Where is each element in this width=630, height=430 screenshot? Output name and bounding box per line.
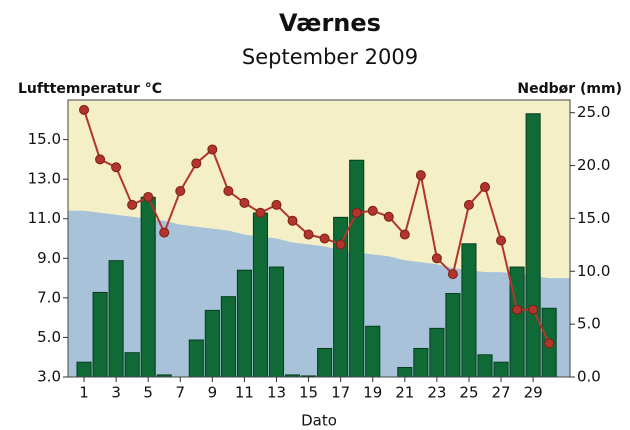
- bar: [124, 352, 140, 378]
- y2-tick-label: 0.0: [577, 368, 601, 386]
- temperature-point: [143, 191, 154, 202]
- temperature-point: [367, 205, 378, 216]
- x-tick-label: 17: [331, 384, 350, 402]
- temperature-point: [95, 154, 106, 165]
- x-tick-label: 29: [524, 384, 543, 402]
- x-tick-label: 7: [175, 384, 185, 402]
- temperature-point: [223, 186, 234, 197]
- temperature-point: [512, 304, 523, 315]
- bar: [204, 309, 220, 378]
- y-tick-label: 11.0: [28, 209, 61, 227]
- temperature-point: [496, 235, 507, 246]
- temperature-point: [239, 197, 250, 208]
- x-tick-label: 11: [235, 384, 254, 402]
- y2-tick-label: 15.0: [577, 209, 610, 227]
- bar: [317, 347, 333, 378]
- plot-frame: [67, 99, 571, 378]
- y2-axis-label: Nedbør (mm): [517, 81, 622, 97]
- bar: [349, 159, 365, 378]
- temperature-point: [319, 233, 330, 244]
- y2-tick-label: 20.0: [577, 156, 610, 174]
- temperature-point: [271, 199, 282, 210]
- temperature-point: [255, 207, 266, 218]
- y2-tick-label: 5.0: [577, 315, 601, 333]
- temperature-point: [303, 229, 314, 240]
- temperature-point: [415, 170, 426, 181]
- chart-title: Værnes: [279, 9, 381, 37]
- bar: [445, 292, 461, 378]
- y-tick-label: 3.0: [37, 368, 61, 386]
- x-tick-label: 1: [79, 384, 89, 402]
- temperature-point: [287, 215, 298, 226]
- bar: [413, 347, 429, 378]
- y-axis-label: Lufttemperatur °C: [18, 81, 162, 97]
- bar: [397, 366, 413, 378]
- bar: [188, 339, 204, 378]
- bar: [76, 361, 92, 378]
- temperature-point: [79, 104, 90, 115]
- y2-tick-label: 25.0: [577, 103, 610, 121]
- temperature-point: [383, 211, 394, 222]
- bar: [429, 327, 445, 378]
- temperature-point: [159, 227, 170, 238]
- x-tick-label: 15: [299, 384, 318, 402]
- bar: [140, 196, 156, 378]
- bar: [525, 113, 541, 378]
- temperature-point: [399, 229, 410, 240]
- temperature-point: [111, 162, 122, 173]
- chart-subtitle: September 2009: [242, 45, 418, 69]
- y2-tick-label: 10.0: [577, 262, 610, 280]
- bar: [509, 266, 525, 378]
- bar: [365, 325, 381, 378]
- x-tick-label: 19: [363, 384, 382, 402]
- x-tick-label: 23: [427, 384, 446, 402]
- x-tick-label: 25: [459, 384, 478, 402]
- y-tick-label: 15.0: [28, 130, 61, 148]
- temperature-point: [127, 199, 138, 210]
- x-tick-label: 9: [208, 384, 218, 402]
- bar: [461, 243, 477, 378]
- temperature-point: [528, 304, 539, 315]
- temperature-point: [544, 338, 555, 349]
- x-tick-label: 3: [111, 384, 121, 402]
- bar: [252, 212, 269, 378]
- bar: [92, 291, 108, 378]
- y-tick-label: 13.0: [28, 170, 61, 188]
- bar: [236, 269, 252, 378]
- bar: [477, 354, 493, 378]
- bar: [108, 260, 124, 378]
- x-axis-label: Dato: [301, 412, 337, 430]
- temperature-point: [351, 207, 362, 218]
- temperature-point: [431, 253, 442, 264]
- y-tick-label: 7.0: [37, 288, 61, 306]
- bar: [220, 296, 236, 378]
- temperature-point: [335, 239, 346, 250]
- temperature-point: [447, 269, 458, 280]
- x-tick-label: 27: [491, 384, 510, 402]
- x-tick-label: 21: [395, 384, 414, 402]
- y-tick-label: 5.0: [37, 328, 61, 346]
- x-tick-label: 13: [267, 384, 286, 402]
- temperature-point: [175, 186, 186, 197]
- temperature-point: [207, 144, 218, 155]
- temperature-point: [191, 158, 202, 169]
- bar: [268, 266, 285, 378]
- y-tick-label: 9.0: [37, 249, 61, 267]
- temperature-point: [479, 182, 490, 193]
- bar: [493, 361, 509, 378]
- x-tick-label: 5: [143, 384, 153, 402]
- normal-area: [68, 210, 570, 377]
- temperature-point: [463, 199, 474, 210]
